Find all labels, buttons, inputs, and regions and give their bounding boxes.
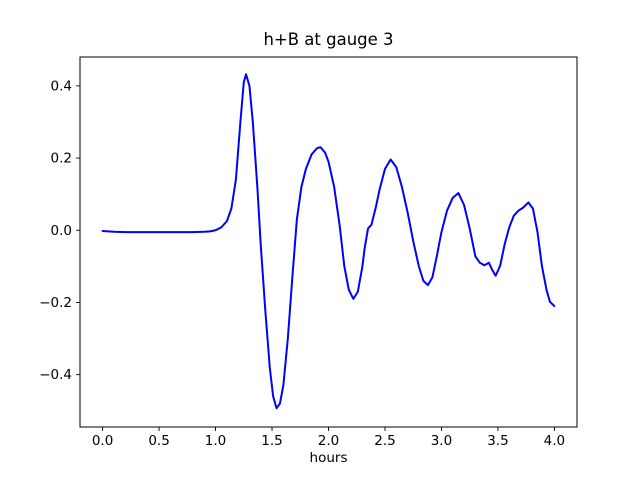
series-line-h+B (101, 73, 556, 410)
chart-title: h+B at gauge 3 (263, 30, 394, 49)
y-tick-label: 0.0 (51, 223, 72, 239)
y-tick-label: −0.4 (39, 367, 72, 383)
x-tick-label: 0.5 (148, 433, 169, 449)
x-tick-label: 1.0 (205, 433, 226, 449)
x-axis-label: hours (309, 450, 348, 466)
x-tick-label: 1.5 (261, 433, 282, 449)
y-tick-label: 0.2 (51, 151, 72, 167)
x-tick-label: 3.5 (487, 433, 508, 449)
x-tick-label: 2.5 (374, 433, 395, 449)
x-tick-label: 3.0 (431, 433, 452, 449)
y-tick-label: 0.4 (51, 78, 72, 94)
x-tick-label: 0.0 (92, 433, 113, 449)
axes-frame (79, 56, 578, 428)
x-tick-label: 4.0 (544, 433, 565, 449)
x-tick-label: 2.0 (318, 433, 339, 449)
y-tick-label: −0.2 (39, 295, 72, 311)
